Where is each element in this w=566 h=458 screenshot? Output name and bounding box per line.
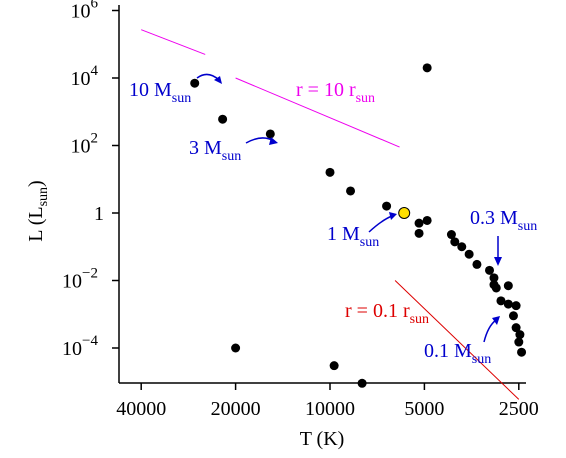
star-point-10 — [457, 242, 467, 252]
radius-line-1-segment-0 — [394, 280, 520, 400]
star-point-25 — [514, 337, 524, 347]
svg-text:0.1 Msun: 0.1 Msun — [424, 340, 491, 367]
star-point-8 — [414, 228, 424, 238]
y-ticks: 10−4 10−2 1 102 104 106 — [62, 0, 119, 360]
arrowhead-10msun — [214, 76, 222, 84]
star-point-26 — [517, 347, 527, 357]
star-point-4 — [346, 186, 356, 196]
star-point-7 — [422, 215, 432, 225]
annotation-10msun: 10 Msun — [129, 73, 222, 106]
star-point-6 — [414, 218, 424, 228]
star-point-29 — [329, 361, 339, 371]
y-tick-label-1: 10−2 — [62, 266, 98, 293]
star-point-0 — [190, 78, 200, 88]
arrow-1msun — [368, 215, 393, 233]
radius-line-0-segment-0 — [141, 29, 206, 55]
y-tick-label-2: 1 — [94, 203, 104, 225]
star-point-28 — [231, 343, 241, 353]
x-tick-label-3: 5000 — [404, 398, 444, 420]
star-point-21 — [511, 301, 521, 311]
star-point-2 — [265, 129, 275, 139]
star-point-20 — [503, 299, 513, 309]
star-point-12 — [450, 237, 460, 247]
star-point-24 — [515, 330, 525, 340]
line-label-r01: r = 0.1 rsun — [345, 300, 429, 327]
sun-point — [398, 207, 411, 219]
arrowhead-03msun — [494, 257, 502, 266]
annotation-01msun: 0.1 Msun — [424, 316, 500, 367]
x-tick-label-0: 40000 — [116, 398, 166, 420]
line-label-r10: r = 10 rsun — [296, 79, 375, 106]
star-point-27 — [422, 63, 432, 73]
radius-lines — [141, 29, 520, 400]
star-point-11 — [464, 249, 474, 259]
star-point-14 — [485, 265, 495, 275]
star-point-30 — [357, 378, 367, 388]
svg-text:3 Msun: 3 Msun — [189, 137, 241, 164]
y-axis-title: L (Lsun) — [25, 180, 51, 241]
annotation-1msun: 1 Msun — [327, 212, 397, 250]
arrowhead-01msun — [492, 316, 500, 325]
y-tick-label-5: 106 — [71, 0, 99, 23]
x-tick-label-4: 2500 — [499, 398, 539, 420]
annotation-3msun: 3 Msun — [189, 137, 278, 164]
arrow-01msun — [483, 319, 497, 343]
star-point-5 — [382, 201, 392, 211]
star-point-18 — [503, 281, 513, 291]
star-point-22 — [508, 311, 518, 321]
data-points — [190, 63, 527, 388]
annotation-03msun: 0.3 Msun — [470, 207, 537, 266]
arrowhead-3msun — [269, 137, 278, 145]
x-ticks: 40000 20000 10000 5000 2500 — [116, 383, 539, 420]
star-point-1 — [218, 114, 228, 124]
x-axis-title: T (K) — [300, 428, 345, 450]
star-point-13 — [472, 259, 482, 269]
arrowhead-1msun — [389, 212, 397, 220]
star-point-15 — [489, 273, 499, 283]
axes — [118, 5, 526, 384]
svg-text:10 Msun: 10 Msun — [129, 79, 191, 106]
svg-text:1 Msun: 1 Msun — [327, 223, 379, 250]
x-tick-label-2: 10000 — [305, 398, 355, 420]
radius-line-0-segment-1 — [235, 77, 400, 148]
star-point-9 — [446, 230, 456, 240]
y-tick-label-0: 10−4 — [62, 333, 98, 360]
star-point-3 — [325, 167, 335, 177]
x-tick-label-1: 20000 — [211, 398, 261, 420]
y-tick-label-4: 104 — [71, 63, 99, 90]
y-tick-label-3: 102 — [71, 131, 99, 158]
star-point-23 — [511, 323, 521, 333]
star-point-17 — [489, 280, 499, 290]
star-point-19 — [496, 296, 506, 306]
svg-text:0.3 Msun: 0.3 Msun — [470, 207, 537, 234]
